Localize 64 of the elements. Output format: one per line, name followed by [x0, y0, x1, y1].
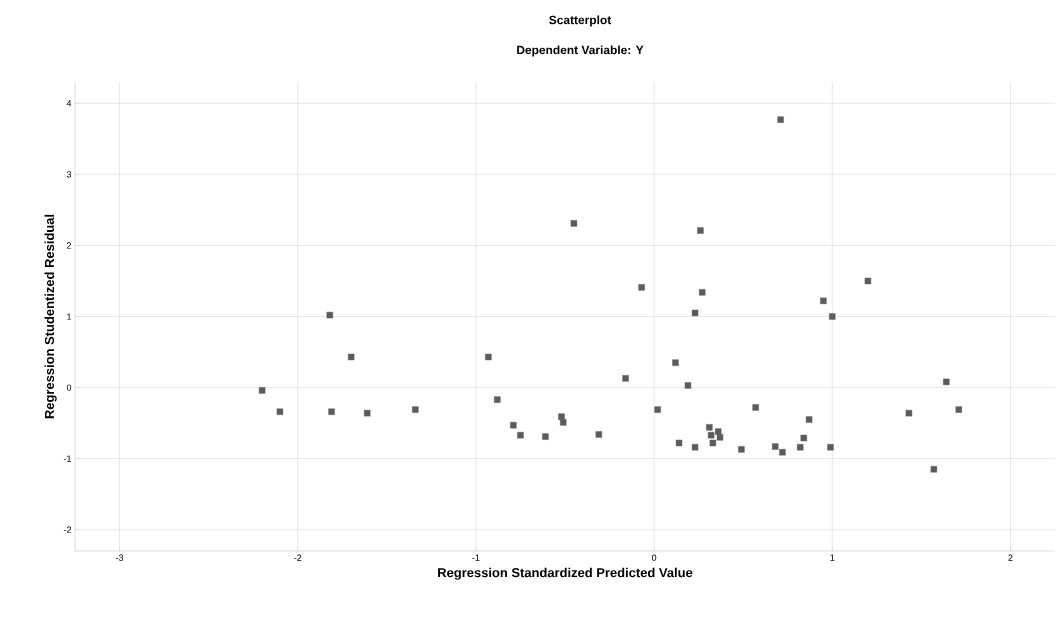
point — [827, 444, 834, 451]
chart-subtitle: Dependent Variable: Y — [517, 45, 644, 57]
point — [258, 387, 266, 394]
point — [930, 466, 938, 473]
y-axis-title: Regression Studentized Residual — [44, 214, 57, 419]
x-tick-label: 1 — [830, 554, 835, 561]
point — [347, 353, 355, 361]
point — [800, 434, 807, 442]
point — [797, 444, 804, 451]
point — [558, 413, 565, 420]
point — [706, 424, 713, 431]
x-tick-label: 2 — [1008, 554, 1013, 561]
point — [654, 406, 661, 413]
point — [805, 416, 813, 423]
point — [752, 404, 759, 411]
y-tick-label: 4 — [66, 100, 72, 107]
point — [485, 353, 492, 361]
x-tick-label: -2 — [294, 554, 302, 561]
y-tick-label: 2 — [66, 242, 72, 249]
point — [905, 409, 913, 417]
point — [622, 375, 629, 382]
point — [707, 431, 715, 439]
point — [494, 396, 501, 403]
point — [709, 439, 717, 447]
point — [829, 313, 836, 320]
y-tick-label: -2 — [63, 526, 72, 533]
point — [738, 446, 745, 453]
point — [697, 227, 704, 234]
x-axis-title: Regression Standardized Predicted Value — [438, 567, 693, 580]
point — [691, 309, 699, 317]
point — [542, 433, 549, 440]
point — [517, 431, 524, 439]
point — [715, 428, 722, 435]
x-tick-label: -3 — [115, 554, 124, 561]
point — [820, 297, 827, 305]
point — [510, 422, 517, 429]
point — [276, 408, 284, 415]
point — [328, 408, 335, 415]
point — [638, 284, 645, 291]
point — [691, 444, 699, 451]
x-tick-label: -1 — [472, 554, 480, 561]
chart-title: Scatterplot — [549, 15, 612, 27]
point — [364, 409, 371, 417]
point — [570, 220, 578, 227]
y-tick-label: -1 — [63, 455, 72, 462]
x-tick-label: 0 — [651, 554, 657, 561]
point — [684, 382, 692, 389]
y-tick-label: 3 — [66, 171, 72, 178]
point — [772, 443, 779, 450]
point — [699, 289, 706, 296]
point — [675, 439, 683, 447]
point — [595, 431, 603, 438]
point — [955, 406, 962, 413]
point — [716, 434, 724, 441]
y-tick-label: 1 — [67, 313, 72, 320]
y-tick-label: 0 — [66, 384, 72, 391]
point — [326, 311, 333, 319]
point — [943, 378, 950, 386]
point — [864, 277, 872, 285]
point — [560, 419, 567, 426]
point — [777, 116, 784, 123]
point — [412, 406, 419, 413]
point — [672, 359, 679, 366]
point — [779, 449, 786, 456]
